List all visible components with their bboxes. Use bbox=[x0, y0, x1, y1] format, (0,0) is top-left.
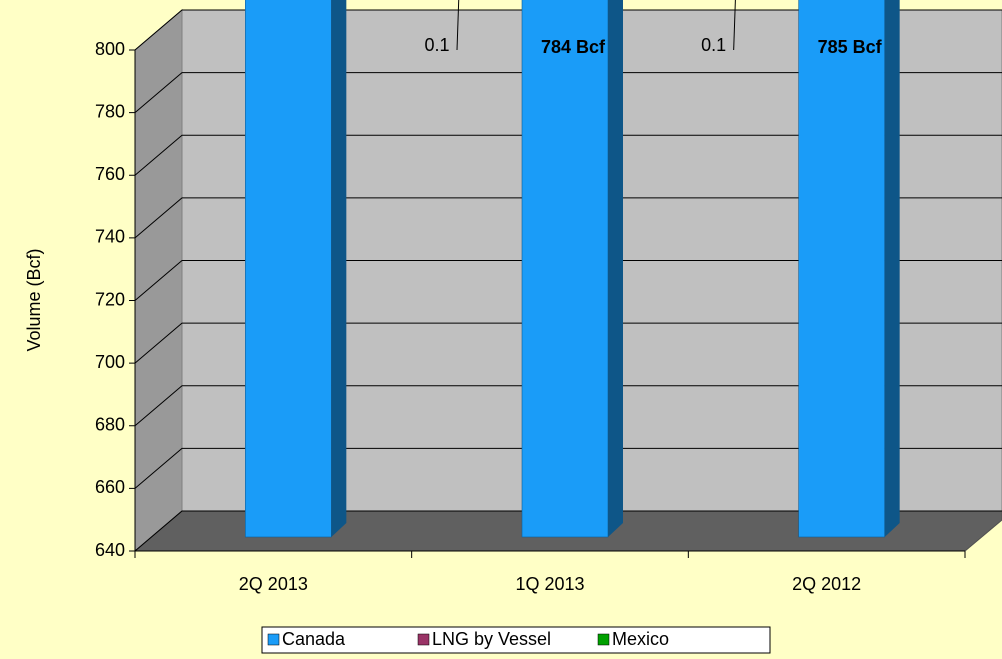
legend-swatch bbox=[597, 633, 610, 646]
y-tick-label: 760 bbox=[95, 164, 125, 184]
legend-label: Mexico bbox=[612, 629, 669, 649]
y-axis-label: Volume (Bcf) bbox=[24, 248, 44, 351]
legend-swatch bbox=[417, 633, 430, 646]
y-tick-label: 660 bbox=[95, 477, 125, 497]
grid-line bbox=[134, 447, 1002, 489]
bar-side bbox=[608, 0, 623, 537]
bar bbox=[245, 0, 332, 538]
data-label: 0.1 bbox=[424, 35, 449, 55]
y-tick-label: 640 bbox=[95, 540, 125, 560]
bar bbox=[798, 0, 885, 538]
grid-line bbox=[134, 72, 1002, 114]
x-tick-label: 1Q 2013 bbox=[515, 574, 584, 594]
bar-side bbox=[884, 0, 900, 537]
grid-line bbox=[134, 385, 1002, 427]
y-tick-label: 800 bbox=[95, 39, 125, 59]
legend-swatch bbox=[267, 633, 280, 646]
y-tick-label: 700 bbox=[95, 352, 125, 372]
legend-label: LNG by Vessel bbox=[432, 629, 551, 649]
legend bbox=[261, 626, 771, 654]
total-label: 785 Bcf bbox=[818, 37, 883, 57]
bar bbox=[521, 0, 609, 538]
grid-line bbox=[134, 260, 1002, 301]
grid-line bbox=[134, 197, 1002, 239]
x-tick-label: 2Q 2012 bbox=[792, 574, 861, 594]
total-label: 784 Bcf bbox=[541, 37, 606, 57]
grid-line bbox=[134, 510, 1002, 552]
bar-side bbox=[331, 0, 347, 537]
y-tick-label: 740 bbox=[95, 227, 125, 247]
legend-label: Canada bbox=[282, 629, 346, 649]
data-label: 0.1 bbox=[701, 35, 726, 55]
x-tick-label: 2Q 2013 bbox=[239, 574, 308, 594]
grid-line bbox=[134, 134, 1002, 176]
y-tick-label: 720 bbox=[95, 289, 125, 309]
y-tick-label: 780 bbox=[95, 101, 125, 121]
grid-line bbox=[134, 9, 1002, 51]
y-tick-label: 680 bbox=[95, 415, 125, 435]
grid-line bbox=[134, 322, 1002, 364]
